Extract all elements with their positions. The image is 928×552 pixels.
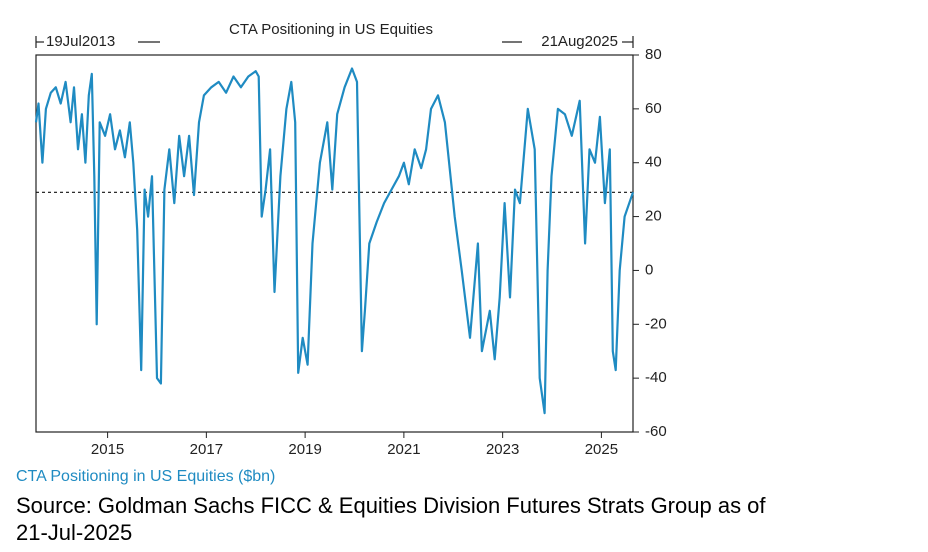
- x-tick-label: 2021: [387, 441, 420, 458]
- plot-frame: [35, 54, 634, 433]
- y-tick-label: 20: [645, 208, 662, 225]
- start-label: 19Jul2013: [46, 33, 115, 50]
- x-tick-label: 2017: [190, 441, 223, 458]
- x-tick-label: 2025: [585, 441, 618, 458]
- y-tick-label: -20: [645, 315, 667, 332]
- y-tick-label: 60: [645, 100, 662, 117]
- y-tick-label: 0: [645, 261, 653, 278]
- source-line: Source: Goldman Sachs FICC & Equities Di…: [16, 493, 766, 518]
- chart-title: CTA Positioning in US Equities: [229, 21, 433, 38]
- x-tick-label: 2023: [486, 441, 519, 458]
- source-line: 21-Jul-2025: [16, 520, 133, 545]
- x-tick-label: 2019: [288, 441, 321, 458]
- y-tick-label: -40: [645, 369, 667, 386]
- y-tick-label: -60: [645, 423, 667, 440]
- range-brackets: [35, 36, 634, 48]
- x-tick-label: 2015: [91, 441, 124, 458]
- y-tick-label: 80: [645, 46, 662, 63]
- data-line: [34, 67, 635, 415]
- chart: CTA Positioning in US Equities 19Jul2013…: [16, 21, 667, 485]
- series-label: CTA Positioning in US Equities ($bn): [16, 468, 275, 485]
- source-note: Source: Goldman Sachs FICC & Equities Di…: [16, 492, 766, 546]
- end-label: 21Aug2025: [541, 33, 618, 50]
- y-tick-label: 40: [645, 154, 662, 171]
